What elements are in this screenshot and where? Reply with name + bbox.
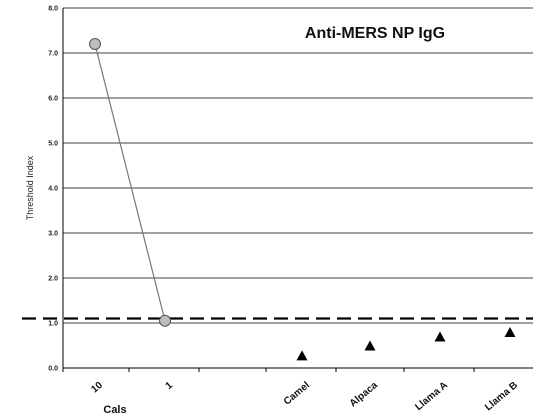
y-tick-label: 3.0 bbox=[48, 231, 58, 238]
x-tick-label: Llama B bbox=[483, 380, 520, 413]
y-tick-label: 8.0 bbox=[48, 6, 58, 13]
data-point-circle bbox=[89, 38, 101, 50]
chart-title: Anti-MERS NP IgG bbox=[305, 25, 445, 42]
data-point-triangle bbox=[434, 331, 446, 342]
axes bbox=[62, 8, 533, 372]
series-line bbox=[94, 43, 166, 321]
y-tick-label: 4.0 bbox=[48, 186, 58, 193]
y-tick-labels: 0.0 1.0 2.0 3.0 4.0 5.0 6.0 7.0 8.0 bbox=[48, 6, 58, 373]
y-tick-label: 0.0 bbox=[48, 366, 58, 373]
y-tick-label: 5.0 bbox=[48, 141, 58, 148]
series-layer bbox=[89, 38, 516, 361]
data-point-triangle bbox=[364, 340, 376, 351]
x-tick-label: 1 bbox=[164, 380, 176, 392]
gridlines bbox=[63, 7, 533, 369]
y-axis-title: Threshold Index bbox=[25, 155, 35, 220]
x-tick-labels: 10 1 Camel Alpaca Llama A Llama B bbox=[89, 380, 520, 414]
y-tick-label: 2.0 bbox=[48, 276, 58, 283]
x-axis-title: Cals bbox=[103, 404, 126, 416]
x-tick-label: Alpaca bbox=[348, 380, 381, 410]
x-tick-label: Camel bbox=[282, 380, 312, 408]
data-point-circle bbox=[159, 314, 171, 327]
y-tick-label: 1.0 bbox=[48, 321, 58, 328]
y-tick-label: 6.0 bbox=[48, 96, 58, 103]
y-tick-label: 7.0 bbox=[48, 51, 58, 58]
data-point-triangle bbox=[504, 327, 516, 337]
x-tick-label: Llama A bbox=[413, 380, 450, 413]
x-tick-label: 10 bbox=[89, 380, 105, 396]
data-point-triangle bbox=[296, 350, 308, 361]
